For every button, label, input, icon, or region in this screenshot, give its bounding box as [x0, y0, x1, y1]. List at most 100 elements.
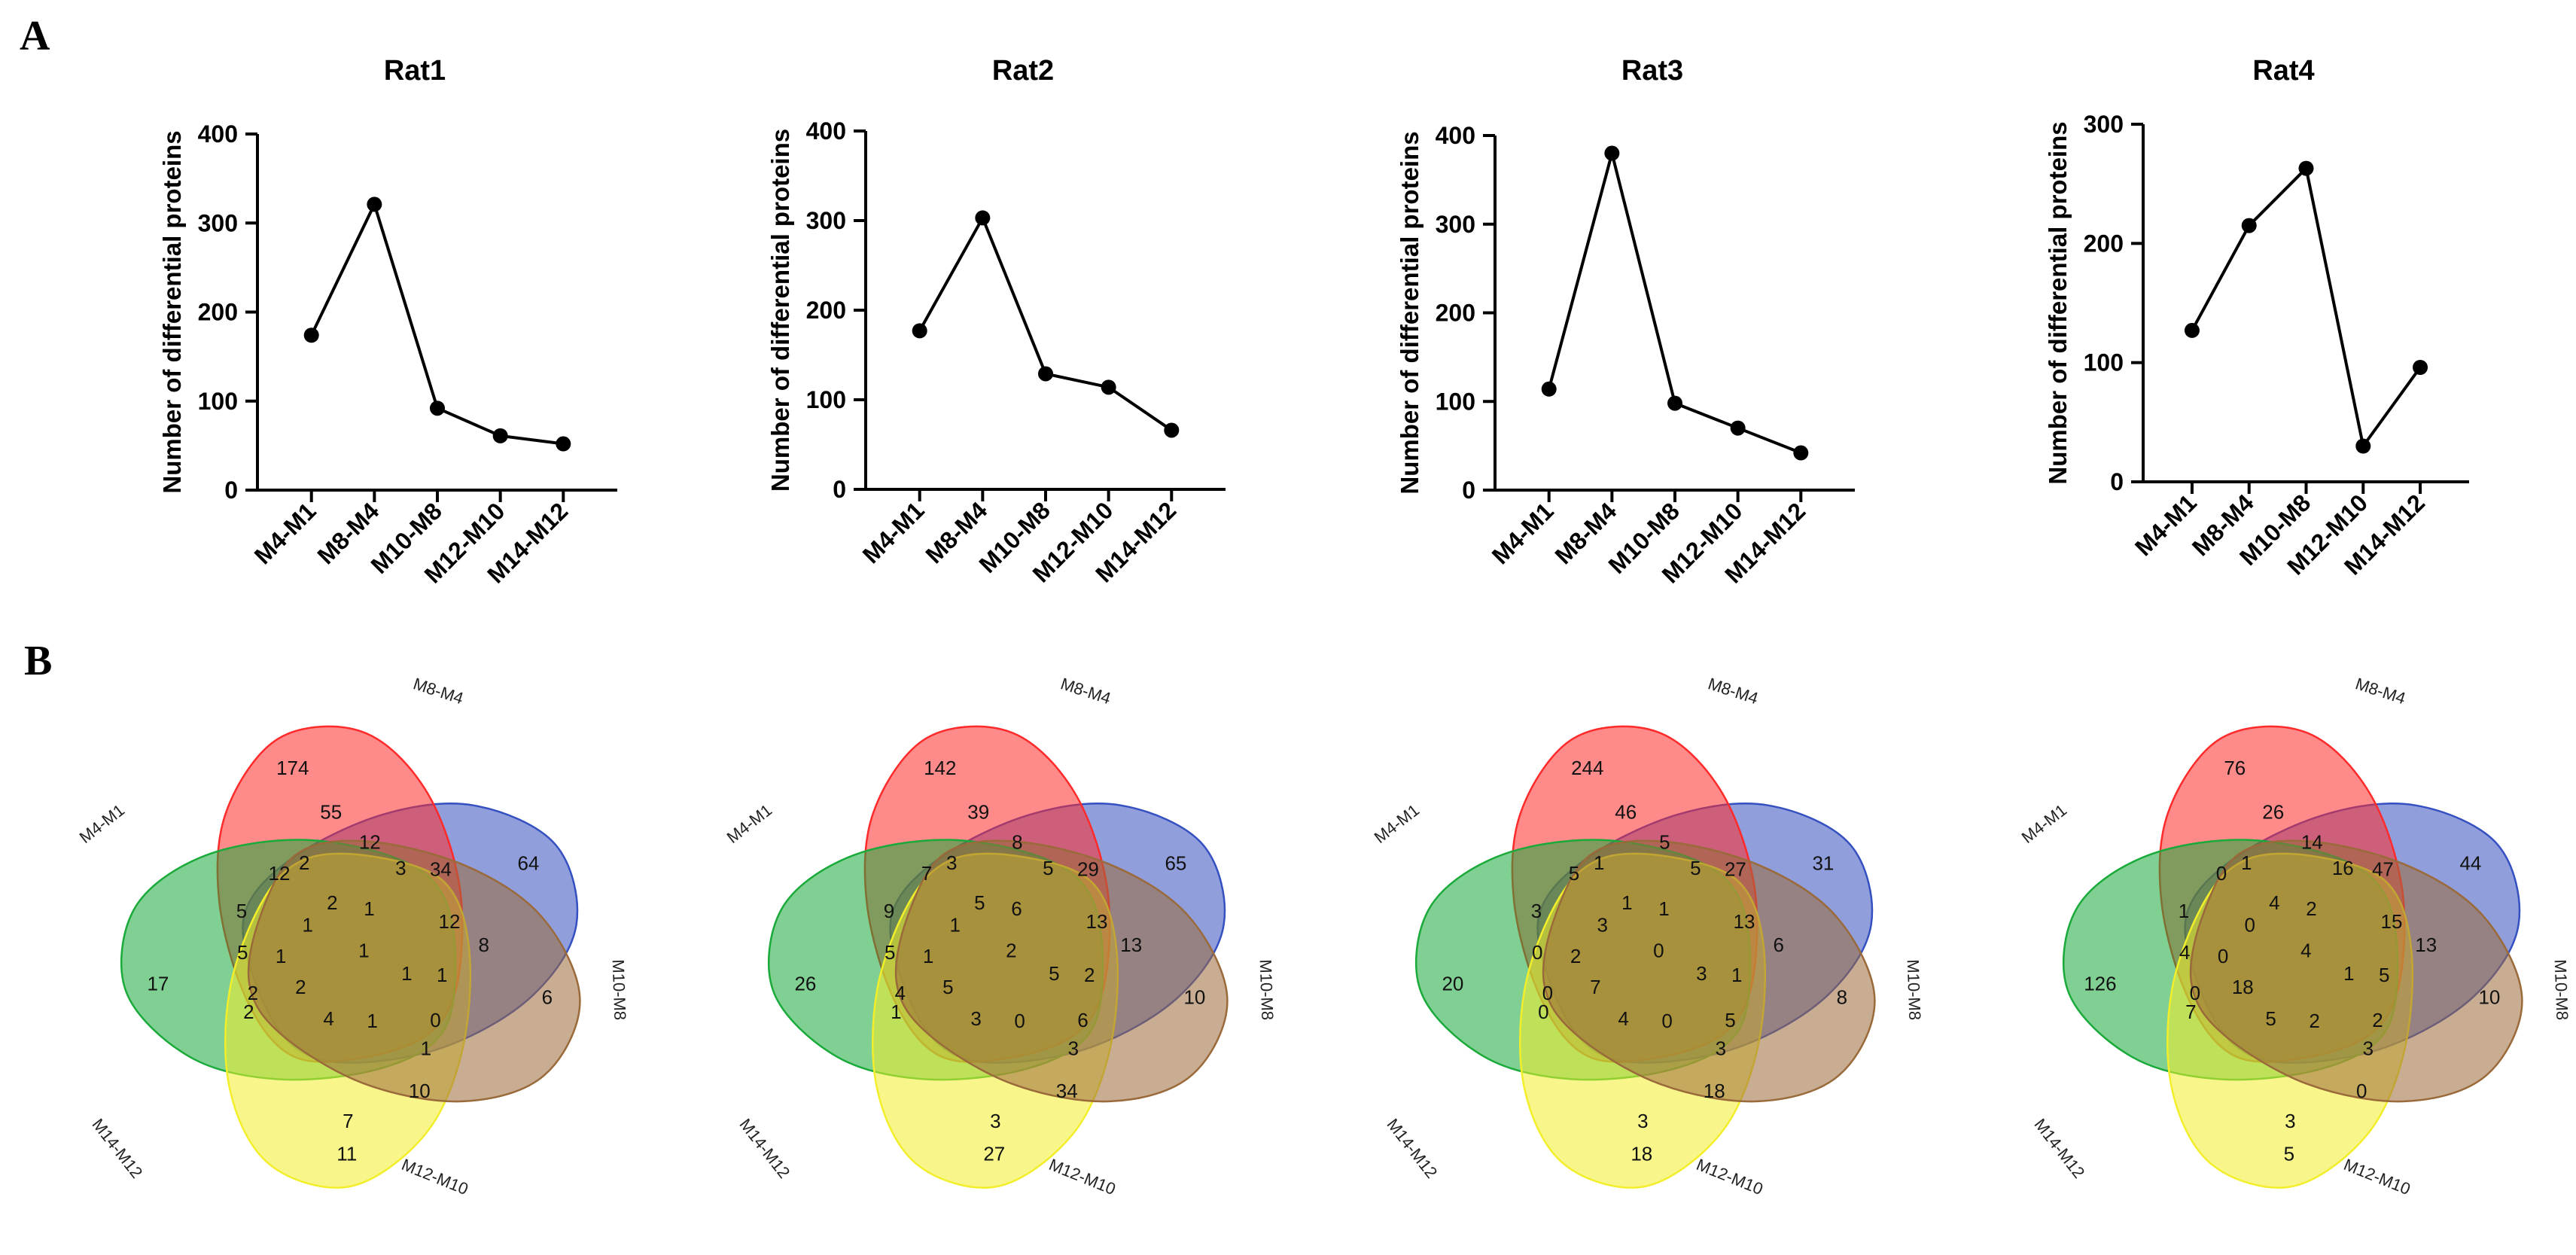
venn-region-count: 0: [1542, 982, 1553, 1004]
line-chart-1: Rat10100200300400M4-M1M8-M4M10-M8M12-M10…: [158, 55, 617, 589]
venn-region-count: 5: [885, 941, 895, 964]
venn-region-count: 13: [1120, 934, 1142, 956]
data-point: [1604, 145, 1620, 161]
venn-region-count: 10: [409, 1080, 431, 1102]
x-tick-label: M4-M1: [249, 497, 321, 569]
data-point: [2184, 322, 2200, 338]
venn-region-count: 5: [974, 891, 985, 914]
venn-region-count: 174: [276, 757, 309, 779]
venn-region-count: 2: [248, 982, 258, 1004]
data-point: [367, 196, 382, 212]
venn-region-count: 76: [2224, 757, 2246, 779]
y-axis-title: Number of differential proteins: [1396, 131, 1423, 494]
venn-region-count: 2: [2372, 1009, 2383, 1031]
venn-region-count: 3: [395, 857, 406, 879]
data-point: [1667, 395, 1682, 411]
venn-region-count: 26: [2262, 801, 2284, 824]
venn-region-count: 55: [320, 801, 342, 824]
venn-region-count: 0: [1653, 939, 1664, 961]
data-point: [2413, 360, 2428, 375]
venn-region-count: 5: [237, 941, 248, 964]
venn-region-count: 34: [430, 858, 452, 881]
venn-region-count: 1: [923, 945, 933, 967]
venn-region-count: 18: [1631, 1143, 1652, 1165]
venn-region-count: 5: [1569, 862, 1579, 885]
venn-set-label: M4-M1: [1371, 800, 1423, 847]
venn-set-label: M10-M8: [2551, 959, 2572, 1021]
venn-region-count: 9: [884, 900, 894, 922]
panel-label-b: B: [24, 638, 53, 684]
venn-region-count: 15: [2381, 910, 2403, 933]
venn-region-count: 18: [2232, 976, 2254, 998]
venn-region-count: 1: [302, 914, 312, 937]
venn-region-count: 65: [1165, 852, 1186, 875]
venn-region-count: 34: [1056, 1080, 1078, 1102]
chart-title: Rat3: [1621, 55, 1683, 87]
venn-region-count: 2: [1570, 945, 1581, 967]
venn-region-count: 0: [1661, 1010, 1672, 1032]
venn-region-count: 7: [1590, 976, 1600, 998]
venn-region-count: 1: [358, 939, 369, 961]
data-point: [975, 210, 991, 226]
venn-region-count: 5: [2379, 964, 2389, 986]
venn-region-count: 13: [1086, 910, 1108, 933]
y-axis-title: Number of differential proteins: [766, 129, 794, 492]
venn-region-count: 5: [236, 900, 247, 922]
venn-region-count: 12: [439, 910, 461, 933]
venn-region-count: 26: [794, 973, 816, 995]
data-point: [430, 401, 445, 416]
venn-set-label: M12-M10: [1046, 1155, 1119, 1199]
venn-region-count: 0: [1532, 941, 1542, 964]
data-point: [303, 327, 319, 343]
series-line: [2191, 166, 2422, 448]
venn-region-count: 1: [1731, 964, 1742, 986]
venn-region-count: 11: [336, 1143, 357, 1165]
venn-region-count: 47: [2372, 858, 2394, 881]
venn-region-count: 1: [437, 964, 447, 986]
venn-set-region: [1542, 839, 1876, 1103]
venn-set-label: M12-M10: [1694, 1155, 1766, 1199]
venn-region-count: 1: [1594, 851, 1604, 874]
venn-region-count: 5: [1690, 857, 1701, 879]
data-point: [2355, 438, 2371, 454]
venn-set-label: M14-M12: [1383, 1115, 1441, 1182]
venn-region-count: 5: [1659, 831, 1670, 854]
venn-region-count: 4: [1618, 1007, 1628, 1030]
venn-region-count: 2: [1006, 939, 1016, 961]
venn-region-count: 13: [2415, 934, 2437, 956]
x-tick-label: M4-M1: [1487, 497, 1559, 569]
venn-region-count: 2: [295, 976, 306, 998]
venn-region-count: 2: [1084, 964, 1095, 986]
venn-region-count: 3: [970, 1007, 981, 1030]
venn-set-label: M8-M4: [1706, 674, 1761, 708]
venn-region-count: 1: [1621, 891, 1632, 914]
line-chart-4: Rat40100200300M4-M1M8-M4M10-M8M12-M10M14…: [2044, 55, 2469, 580]
venn-region-count: 0: [2216, 862, 2227, 885]
venn-region-count: 142: [924, 757, 956, 779]
venn-region-count: 31: [1812, 852, 1834, 875]
venn-region-count: 6: [1773, 934, 1783, 956]
venn-set-label: M14-M12: [2030, 1115, 2088, 1182]
venn-region-count: 2: [299, 851, 309, 874]
venn-set-label: M8-M4: [1058, 674, 1113, 708]
venn-set-label: M14-M12: [88, 1115, 146, 1182]
venn-region-count: 5: [942, 976, 953, 998]
venn-region-count: 12: [359, 831, 381, 854]
venn-region-count: 5: [1725, 1009, 1735, 1031]
data-point: [912, 323, 927, 339]
venn-region-count: 5: [2265, 1007, 2276, 1030]
y-tick-label: 300: [2084, 111, 2124, 138]
data-point: [1730, 420, 1746, 436]
venn-region-count: 4: [2300, 939, 2311, 961]
venn-region-count: 12: [269, 862, 291, 885]
venn-region-count: 3: [1716, 1037, 1726, 1060]
venn-region-count: 1: [367, 1010, 377, 1032]
venn-set-region: [2189, 839, 2523, 1103]
venn-region-count: 3: [990, 1110, 1000, 1132]
venn-region-count: 13: [1734, 910, 1755, 933]
venn-region-count: 1: [364, 897, 374, 920]
venn-set-label: M14-M12: [735, 1115, 793, 1182]
venn-region-count: 64: [517, 852, 539, 875]
venn-region-count: 3: [2363, 1037, 2374, 1060]
